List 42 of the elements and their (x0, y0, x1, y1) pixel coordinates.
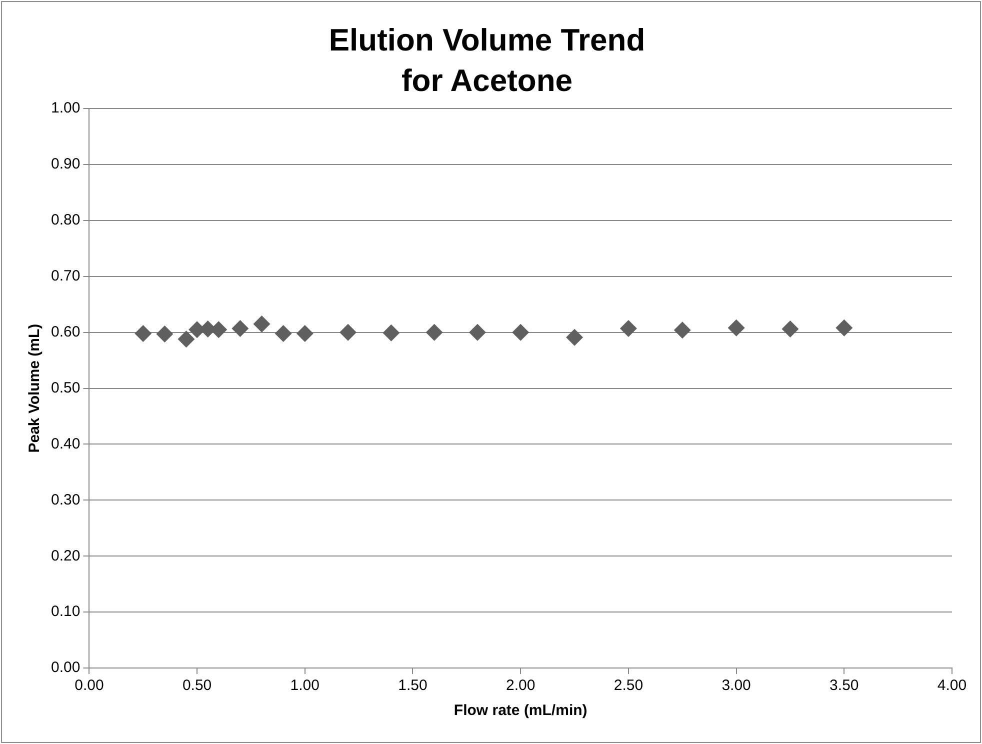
x-tick-label: 0.50 (182, 677, 212, 694)
x-tick-label: 1.50 (398, 677, 428, 694)
x-tick-label: 3.00 (722, 677, 751, 694)
point (340, 324, 357, 341)
y-tick-label: 0.10 (50, 603, 80, 620)
y-axis-title: Peak Volume (mL) (26, 324, 44, 453)
y-tick-label: 0.90 (50, 156, 80, 173)
y-tick-label: 0.60 (50, 324, 80, 340)
x-tick-label: 2.00 (506, 677, 536, 694)
point (178, 330, 195, 348)
x-tick-label: 1.00 (290, 677, 320, 694)
y-tick-label: 0.00 (50, 659, 80, 676)
text: for Acetone (401, 62, 573, 98)
point (426, 324, 443, 341)
point (253, 315, 270, 332)
text: Elution Volume Trend (328, 22, 646, 58)
point (674, 322, 691, 339)
point (382, 324, 400, 342)
y-tick-label: 0.70 (50, 268, 80, 285)
y-tick-label: 0.20 (50, 547, 80, 564)
point (274, 324, 292, 342)
x-axis-title: Flow rate (mL/min) (454, 702, 588, 720)
x-tick-label: 4.00 (937, 677, 967, 694)
point (468, 324, 486, 341)
x-tick-label: 0.00 (74, 677, 104, 694)
point (566, 328, 584, 346)
point (620, 320, 637, 337)
point (728, 319, 745, 336)
x-tick-label: 2.50 (614, 677, 644, 694)
point (296, 324, 314, 342)
x-tick-label: 3.50 (830, 677, 859, 694)
y-tick-label: 0.30 (50, 491, 80, 508)
y-tick-label: 1.00 (50, 100, 80, 117)
y-tick-label: 0.80 (50, 212, 80, 229)
y-tick-label: 0.40 (50, 435, 80, 452)
point (156, 326, 174, 343)
point (782, 320, 799, 338)
point (836, 319, 853, 336)
point (512, 324, 530, 341)
y-tick-label: 0.50 (50, 379, 80, 396)
point (232, 320, 249, 337)
point (134, 324, 152, 342)
